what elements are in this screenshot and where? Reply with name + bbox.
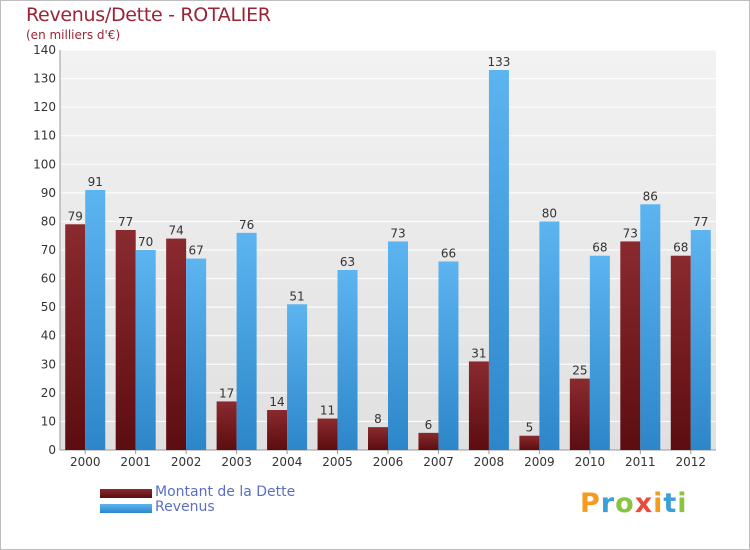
data-label-revenus-2012: 77	[693, 215, 708, 229]
y-tick-label: 10	[41, 414, 56, 428]
bar-debt-2002	[166, 238, 187, 450]
x-tick-label: 2007	[423, 455, 454, 469]
bar-revenus-2005	[337, 270, 358, 450]
data-label-revenus-2004: 51	[289, 289, 304, 303]
data-label-debt-2012: 68	[673, 241, 688, 255]
data-label-revenus-2003: 76	[239, 218, 254, 232]
bar-revenus-2008	[488, 70, 509, 450]
bar-debt-2010	[569, 378, 590, 450]
y-tick-label: 130	[33, 72, 56, 86]
proxiti-logo: Proxiti	[580, 488, 688, 519]
chart-subtitle: (en milliers d'€)	[26, 28, 121, 42]
y-tick-label: 40	[41, 329, 56, 343]
legend-label-revenus: Revenus	[155, 499, 215, 515]
data-label-revenus-2010: 68	[592, 241, 607, 255]
legend-label-debt: Montant de la Dette	[155, 484, 296, 500]
data-label-debt-2007: 6	[425, 418, 433, 432]
logo-letter: r	[600, 488, 616, 519]
bar-debt-2000	[65, 224, 86, 450]
bar-debt-2008	[468, 361, 489, 450]
x-tick-label: 2003	[221, 455, 252, 469]
x-tick-label: 2009	[524, 455, 555, 469]
data-label-revenus-2005: 63	[340, 255, 355, 269]
x-tick-label: 2010	[575, 455, 606, 469]
y-tick-label: 80	[41, 214, 56, 228]
y-tick-label: 0	[48, 443, 56, 457]
bar-debt-2007	[418, 432, 439, 450]
bar-revenus-2009	[539, 221, 560, 450]
data-label-debt-2010: 25	[572, 364, 587, 378]
logo-letter: P	[580, 488, 601, 519]
data-label-revenus-2007: 66	[441, 246, 456, 260]
y-tick-label: 20	[41, 386, 56, 400]
data-label-debt-2002: 74	[169, 224, 184, 238]
bars: 7991777074671776145111638736663113358025…	[65, 55, 711, 450]
bar-revenus-2004	[287, 304, 308, 450]
bar-revenus-2002	[186, 258, 207, 450]
data-label-debt-2004: 14	[269, 395, 284, 409]
data-label-debt-2008: 31	[471, 346, 486, 360]
x-tick-label: 2001	[120, 455, 151, 469]
bar-revenus-2001	[135, 250, 156, 450]
legend-swatch-revenus	[100, 504, 152, 513]
bar-revenus-2006	[388, 241, 408, 450]
data-label-debt-2001: 77	[118, 215, 133, 229]
data-label-revenus-2001: 70	[138, 235, 153, 249]
data-label-debt-2009: 5	[526, 421, 534, 435]
y-tick-label: 110	[33, 129, 56, 143]
x-tick-label: 2004	[272, 455, 303, 469]
bar-debt-2011	[620, 241, 641, 450]
bar-debt-2012	[670, 255, 691, 450]
bar-debt-2005	[317, 418, 338, 450]
bar-debt-2004	[267, 410, 288, 450]
y-tick-label: 100	[33, 157, 56, 171]
data-label-revenus-2011: 86	[643, 189, 658, 203]
y-tick-label: 70	[41, 243, 56, 257]
x-tick-label: 2002	[171, 455, 202, 469]
bar-revenus-2010	[589, 255, 610, 450]
x-tick-label: 2005	[322, 455, 353, 469]
data-label-debt-2003: 17	[219, 386, 234, 400]
data-label-debt-2000: 79	[68, 209, 83, 223]
y-tick-label: 50	[41, 300, 56, 314]
data-label-revenus-2002: 67	[189, 244, 204, 258]
y-tick-label: 30	[41, 357, 56, 371]
y-tick-label: 60	[41, 272, 56, 286]
chart-title: Revenus/Dette - ROTALIER	[26, 4, 271, 26]
data-label-debt-2006: 8	[374, 412, 382, 426]
bar-revenus-2011	[640, 204, 661, 450]
y-tick-label: 140	[33, 43, 56, 57]
bar-debt-2009	[519, 435, 540, 450]
y-tick-label: 90	[41, 186, 56, 200]
bar-debt-2001	[115, 230, 136, 450]
x-tick-label: 2000	[70, 455, 101, 469]
x-tick-label: 2008	[474, 455, 505, 469]
logo-letter: t	[663, 488, 678, 519]
bar-revenus-2012	[690, 230, 711, 450]
x-axis: 2000 2001 2002 2003 2004 2005 2006 2007 2008 2009…	[70, 450, 706, 469]
legend-swatch-debt	[100, 489, 152, 498]
data-label-debt-2005: 11	[320, 404, 335, 418]
bar-debt-2003	[216, 401, 237, 450]
logo-letter: i	[677, 488, 688, 519]
logo-letter: i	[653, 488, 664, 519]
data-label-revenus-2008: 133	[487, 55, 510, 69]
data-label-revenus-2009: 80	[542, 206, 557, 220]
x-tick-label: 2012	[675, 455, 706, 469]
bar-revenus-2007	[438, 261, 459, 450]
bar-debt-2006	[368, 427, 388, 450]
bar-revenus-2003	[236, 232, 257, 450]
data-label-debt-2011: 73	[623, 226, 638, 240]
y-tick-label: 120	[33, 100, 56, 114]
data-label-revenus-2000: 91	[88, 175, 103, 189]
bar-revenus-2000	[85, 190, 106, 450]
x-tick-label: 2011	[625, 455, 656, 469]
data-label-revenus-2006: 73	[390, 226, 405, 240]
logo-letter: x	[634, 488, 654, 519]
x-tick-label: 2006	[373, 455, 404, 469]
logo-letter: o	[615, 488, 635, 519]
